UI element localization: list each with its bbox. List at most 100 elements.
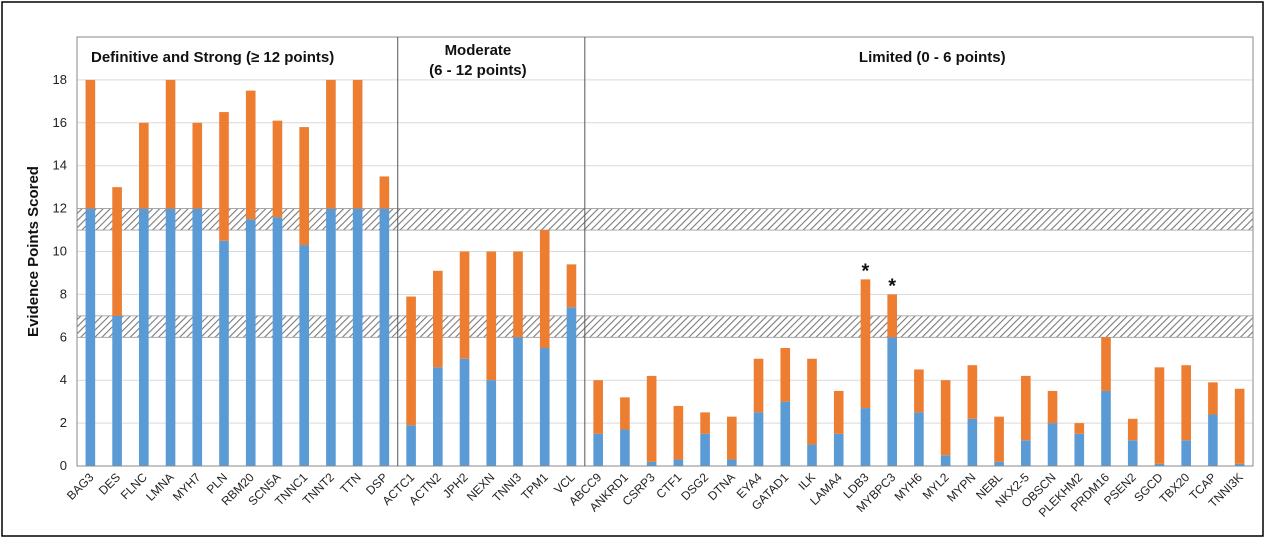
y-tick-label: 12 [53,201,67,216]
bar-segment-bottom [1101,390,1111,466]
bar-segment-bottom [85,208,96,466]
bar-segment-top [994,416,1004,462]
bar-segment-top [1154,367,1165,464]
bar-segment-top [1208,382,1218,415]
y-tick-label: 18 [53,72,67,87]
bar-segment-bottom [1181,440,1191,466]
plot-area [76,36,1254,467]
bar-segment-top [272,120,283,218]
bar-segment-bottom [326,208,336,466]
y-tick-label: 16 [53,115,67,130]
bar-segment-bottom [513,337,523,466]
bar-segment-top [860,279,871,409]
y-tick-label: 10 [53,244,67,259]
bar-segment-bottom [994,461,1004,466]
section-sublabel: (6 - 12 points) [429,62,527,79]
section-label: Definitive and Strong (≥ 12 points) [91,49,334,66]
bar-segment-bottom [112,315,122,466]
bar-segment-top [887,294,897,338]
bar-segment-top [326,79,336,209]
bar-segment-bottom [1021,440,1031,466]
bar-segment-bottom [139,208,149,466]
bar-segment-top [85,79,96,209]
y-tick-label: 8 [60,286,67,301]
bar-segment-top [139,122,149,209]
bar-segment-top [700,412,710,434]
bar-segment-bottom [700,433,710,466]
y-tick-label: 0 [60,458,67,473]
bar-segment-top [1074,423,1085,434]
bar-segment-bottom [299,245,309,466]
annotation-asterisk: * [862,260,870,282]
bar-segment-bottom [727,459,737,466]
bar-segment-bottom [833,433,844,466]
bar-segment-bottom [1047,423,1058,466]
bar-segment-top [165,79,176,209]
x-tick-label: TTN [337,470,363,496]
bar-segment-bottom [1127,440,1138,466]
x-tick-label: MYPN [944,470,978,504]
bar-segment-bottom [566,307,577,466]
bar-segment-top [1181,365,1191,441]
bar-segment-bottom [1208,414,1218,466]
bar-segment-top [539,230,550,349]
bar-segment-bottom [887,337,897,466]
bar-segment-bottom [646,461,657,466]
bar-segment-bottom [379,208,390,466]
bar-segment-bottom [165,208,176,466]
bar-segment-top [112,187,122,316]
bar-segment-top [219,112,229,241]
section-label: Limited (0 - 6 points) [859,49,1006,66]
bar-segment-top [1021,375,1031,441]
bar-segment-bottom [860,408,871,466]
bar-segment-top [727,416,737,460]
bar-segment-top [459,251,470,359]
x-tick-label: LMNA [143,470,176,503]
bar-segment-top [1234,388,1245,464]
bar-segment-bottom [914,412,924,466]
y-tick-label: 6 [60,329,67,344]
x-tick-label: DTNA [705,470,738,503]
bar-segment-top [646,375,657,462]
bar-segment-bottom [539,348,550,466]
bar-segment-top [352,79,363,209]
bar-segment-bottom [807,444,817,466]
bar-segment-top [807,358,817,445]
bar-segment-bottom [593,433,603,466]
bar-segment-top [566,264,577,308]
bar-segment-bottom [620,429,630,466]
y-tick-label: 2 [60,415,67,430]
bar-segment-top [620,397,630,430]
plot-border [76,36,1254,467]
x-tick-label: DSG2 [678,470,711,503]
bar-segment-top [593,380,603,434]
bar-segment-bottom [940,455,951,466]
bar-segment-bottom [245,219,256,466]
x-tick-label: BAG3 [64,470,97,503]
bar-segment-bottom [967,418,978,466]
x-tick-label: FLNC [118,470,150,502]
bar-segment-bottom [1074,433,1085,466]
x-tick-label: MYH6 [892,470,926,504]
bar-segment-bottom [486,380,497,466]
x-tick-label: TNNI3 [490,470,525,505]
annotation-asterisk: * [888,275,896,297]
bar-segment-top [513,251,523,338]
bar-segment-bottom [459,358,470,466]
bar-segment-top [406,296,416,426]
bar-segment-bottom [406,425,416,466]
bar-segment-top [673,405,684,460]
x-tick-label: TBX20 [1156,470,1192,506]
bar-segment-top [1047,390,1058,424]
section-label: Moderate [445,42,512,59]
bar-segment-top [780,348,791,402]
bar-segment-top [192,122,203,209]
bar-segment-bottom [1234,463,1245,466]
bar-segment-top [753,358,764,413]
bar-segment-top [299,127,309,246]
bar-segment-top [1127,418,1138,441]
